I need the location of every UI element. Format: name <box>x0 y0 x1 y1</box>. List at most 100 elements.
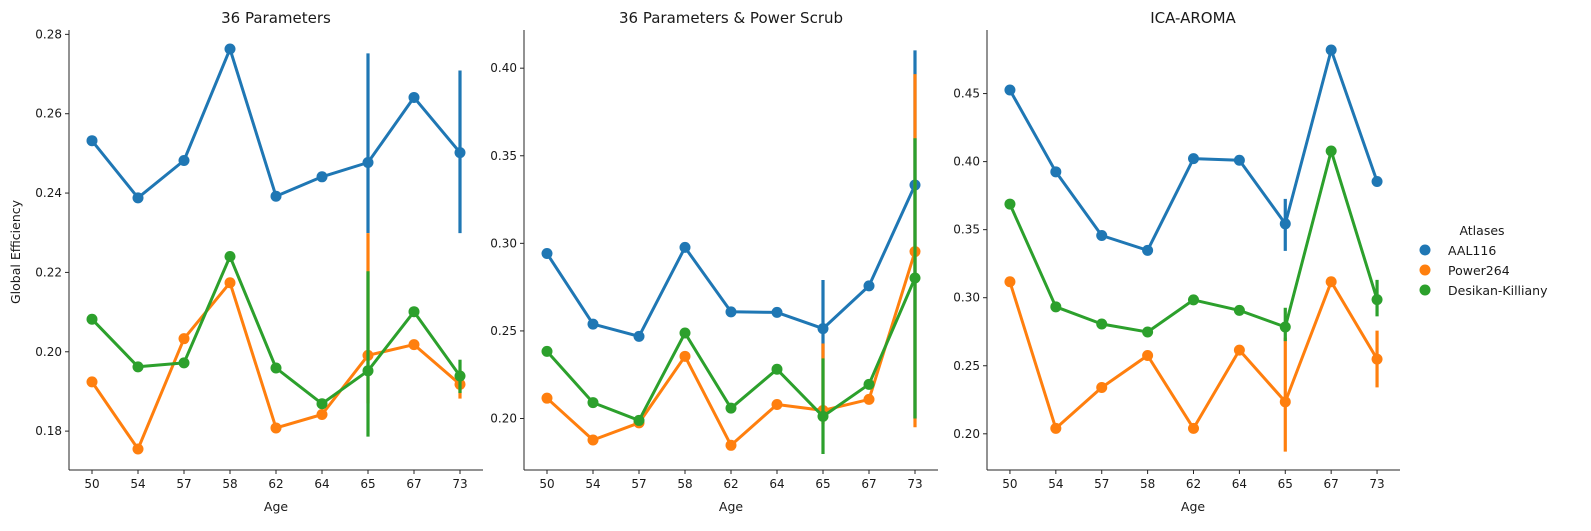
x-tick-label: 57 <box>1094 477 1109 491</box>
data-point <box>863 378 875 390</box>
legend-label: Power264 <box>1448 263 1510 278</box>
data-point <box>86 135 98 147</box>
y-tick-label: 0.45 <box>953 87 980 101</box>
y-tick-label: 0.18 <box>35 424 62 438</box>
data-point <box>1004 84 1016 96</box>
data-point <box>1004 198 1016 210</box>
x-tick-label: 62 <box>723 477 738 491</box>
legend-marker-power264 <box>1419 264 1431 276</box>
y-tick-label: 0.25 <box>953 359 980 373</box>
data-point <box>1188 422 1199 434</box>
series-line <box>545 277 917 422</box>
x-axis-label: Age <box>264 499 288 514</box>
data-point <box>1279 321 1291 333</box>
data-point <box>1188 153 1199 165</box>
data-point <box>1371 175 1383 187</box>
data-point <box>132 361 144 373</box>
data-point <box>771 398 783 410</box>
data-point <box>725 439 737 451</box>
data-point <box>541 248 553 260</box>
legend-label: AAL116 <box>1448 243 1496 258</box>
data-point <box>1279 218 1291 230</box>
y-tick-label: 0.20 <box>490 412 517 426</box>
legend-title: Atlases <box>1459 223 1504 238</box>
x-tick-label: 54 <box>1048 477 1063 491</box>
y-axis-label: Global Efficiency <box>8 199 23 304</box>
x-tick-label: 67 <box>1324 477 1339 491</box>
data-point <box>587 397 599 409</box>
data-point <box>1325 44 1337 56</box>
y-tick-label: 0.25 <box>490 324 517 338</box>
data-point <box>1050 422 1062 434</box>
series-line <box>90 47 462 200</box>
data-point <box>1279 396 1291 408</box>
legend-label: Desikan-Killiany <box>1448 283 1548 298</box>
series-line <box>90 255 462 406</box>
series-aal116 <box>86 43 466 234</box>
x-axis-label: Age <box>719 499 743 514</box>
data-point <box>1371 294 1383 306</box>
x-tick-label: 58 <box>1140 477 1155 491</box>
data-point <box>316 171 328 183</box>
panel-title: 36 Parameters <box>221 9 331 27</box>
data-point <box>362 365 374 377</box>
legend: Atlases AAL116 Power264 Desikan-Killiany <box>1419 223 1548 298</box>
data-point <box>679 241 691 253</box>
x-tick-label: 65 <box>815 477 830 491</box>
legend-entry-desikan-killiany: Desikan-Killiany <box>1419 283 1548 298</box>
data-point <box>270 422 282 434</box>
x-tick-label: 67 <box>406 477 421 491</box>
data-point <box>454 370 466 382</box>
y-tick-label: 0.40 <box>490 61 517 75</box>
x-tick-label: 64 <box>769 477 784 491</box>
data-point <box>909 272 921 284</box>
data-point <box>1233 154 1245 166</box>
data-point <box>863 393 875 405</box>
y-tick-label: 0.30 <box>953 291 980 305</box>
x-tick-label: 58 <box>677 477 692 491</box>
series-power264 <box>86 233 466 455</box>
x-tick-label: 54 <box>130 477 145 491</box>
x-tick-label: 64 <box>314 477 329 491</box>
data-point <box>771 363 783 375</box>
data-point <box>1096 382 1108 394</box>
data-point <box>771 306 783 318</box>
data-point <box>270 190 282 202</box>
data-point <box>178 155 190 167</box>
data-point <box>86 376 98 388</box>
series-desikan-killiany <box>86 251 466 437</box>
y-tick-label: 0.40 <box>953 155 980 169</box>
data-point <box>224 277 236 289</box>
data-point <box>679 350 691 362</box>
data-point <box>679 327 691 339</box>
legend-entry-power264: Power264 <box>1419 263 1510 278</box>
data-point <box>362 157 374 169</box>
data-point <box>541 392 553 404</box>
data-point <box>587 434 599 446</box>
data-point <box>178 357 190 369</box>
data-point <box>1188 294 1199 306</box>
legend-entry-aal116: AAL116 <box>1419 243 1496 258</box>
data-point <box>725 306 737 318</box>
data-point <box>541 345 553 357</box>
x-tick-label: 67 <box>861 477 876 491</box>
x-tick-label: 62 <box>268 477 283 491</box>
panel-title: 36 Parameters & Power Scrub <box>619 9 843 27</box>
data-point <box>86 313 98 325</box>
data-point <box>1096 230 1108 242</box>
legend-marker-aal116 <box>1419 244 1431 256</box>
data-point <box>454 147 466 159</box>
y-tick-label: 0.30 <box>490 236 517 250</box>
x-tick-label: 57 <box>176 477 191 491</box>
data-point <box>224 43 236 55</box>
legend-marker-desikan-killiany <box>1419 284 1431 296</box>
x-tick-label: 50 <box>539 477 554 491</box>
y-tick-label: 0.20 <box>953 427 980 441</box>
panel-36-parameters: 36 Parameters Age 0.18 0.20 0.22 0.24 0.26 0.… <box>35 9 483 514</box>
data-point <box>1325 276 1337 288</box>
data-point <box>316 398 328 410</box>
data-point <box>408 91 420 103</box>
data-point <box>817 323 829 335</box>
data-point <box>224 251 236 263</box>
